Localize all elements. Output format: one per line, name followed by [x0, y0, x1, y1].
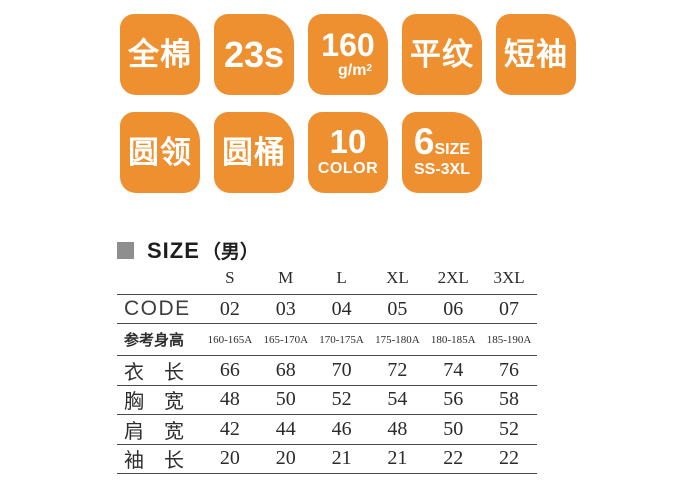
badge-collar: 圆领 [120, 112, 200, 193]
badge-tube-body: 圆桶 [214, 112, 294, 193]
column-header: L [336, 268, 347, 287]
table-cell: 72 [387, 358, 408, 381]
row-label: 肩 宽 [124, 420, 184, 443]
column-header: XL [386, 268, 409, 287]
badge-color-count: 10 COLOR [308, 112, 388, 193]
table-cell: 68 [275, 358, 296, 381]
table-row-code: CODE 02 03 04 05 06 07 [117, 294, 537, 323]
feature-badges-row-2: 圆领 圆桶 10 COLOR 6 SIZE SS-3XL [120, 112, 482, 193]
table-cell: 20 [275, 447, 296, 470]
badge-sleeve-label: 短袖 [504, 37, 568, 72]
badge-size-range-caption: SS-3XL [413, 161, 470, 178]
row-label: 衣 长 [124, 361, 184, 384]
table-cell: 42 [219, 417, 240, 440]
row-label: CODE [124, 297, 191, 320]
column-header: M [278, 268, 294, 287]
badge-fabric-weight-value: 160 [321, 27, 375, 63]
badge-yarn-count: 23s [214, 14, 294, 95]
table-cell: 185-190A [486, 333, 532, 346]
badge-cotton-label: 全棉 [128, 37, 192, 72]
table-cell: 66 [219, 358, 240, 381]
badge-sleeve: 短袖 [496, 14, 576, 95]
badge-tube-body-label: 圆桶 [222, 135, 286, 170]
table-cell: 52 [331, 388, 352, 411]
table-cell: 175-180A [375, 333, 420, 346]
table-cell: 160-165A [207, 333, 253, 346]
table-cell: 50 [275, 388, 296, 411]
table-cell: 21 [331, 447, 352, 470]
square-bullet-icon [117, 242, 134, 259]
table-cell: 48 [219, 388, 240, 411]
size-table: S M L XL 2XL 3XL CODE 02 03 04 05 06 07 … [117, 262, 537, 474]
table-cell: 52 [499, 417, 520, 440]
table-row-reference-height: 参考身高 160-165A 165-170A 170-175A 175-180A… [117, 323, 537, 355]
table-row-garment-length: 衣 长 66 68 70 72 74 76 [117, 355, 537, 385]
badge-color-count-value: 10 [329, 123, 367, 160]
badge-color-count-caption: COLOR [317, 160, 379, 177]
table-cell: 20 [219, 447, 240, 470]
table-cell: 56 [443, 388, 464, 411]
badge-cotton: 全棉 [120, 14, 200, 95]
table-row-chest-width: 胸 宽 48 50 52 54 56 58 [117, 384, 537, 415]
table-cell: 74 [443, 358, 464, 381]
table-cell: 76 [499, 358, 520, 381]
size-title: SIZE [147, 237, 200, 263]
table-cell: 170-175A [319, 333, 364, 346]
table-cell: 22 [443, 447, 464, 470]
table-row-shoulder-width: 肩 宽 42 44 46 48 50 52 [117, 414, 537, 444]
table-row-sleeve-length: 袖 长 20 20 21 21 22 22 [117, 443, 537, 474]
table-cell: 58 [499, 388, 520, 411]
table-cell: 04 [331, 297, 352, 320]
table-cell: 03 [275, 297, 296, 320]
row-label: 胸 宽 [124, 391, 184, 414]
badge-weave: 平纹 [402, 14, 482, 95]
table-cell: 07 [499, 297, 520, 320]
column-header: S [225, 268, 235, 287]
table-cell: 22 [499, 447, 520, 470]
table-cell: 06 [443, 297, 464, 320]
badge-size-range: 6 SIZE SS-3XL [402, 112, 482, 193]
table-cell: 48 [387, 417, 408, 440]
size-section-heading: SIZE （男） [117, 237, 259, 264]
table-cell: 165-170A [263, 333, 309, 346]
table-cell: 21 [387, 447, 408, 470]
size-title-gender: （男） [201, 242, 259, 263]
badge-size-range-value: 6 SIZE [413, 121, 471, 162]
table-cell: 44 [275, 417, 296, 440]
badge-collar-label: 圆领 [128, 135, 192, 170]
row-label: 参考身高 [124, 332, 185, 349]
table-cell: 50 [443, 417, 464, 440]
size-table-header: S M L XL 2XL 3XL [117, 262, 537, 294]
table-cell: 54 [387, 388, 408, 411]
badge-fabric-weight-unit: g/m2 [337, 62, 372, 79]
table-cell: 02 [219, 297, 240, 320]
table-cell: 70 [331, 358, 352, 381]
column-header: 3XL [493, 268, 525, 287]
table-cell: 46 [331, 417, 352, 440]
table-cell: 05 [387, 297, 408, 320]
badge-fabric-weight: 160 g/m2 [308, 14, 388, 95]
feature-badges-row-1: 全棉 23s 160 g/m2 平纹 短袖 [120, 14, 576, 95]
badge-yarn-count-label: 23s [223, 33, 285, 75]
column-header: 2XL [437, 268, 469, 287]
row-label: 袖 长 [124, 450, 184, 473]
table-cell: 180-185A [430, 333, 476, 346]
badge-weave-label: 平纹 [410, 37, 474, 72]
